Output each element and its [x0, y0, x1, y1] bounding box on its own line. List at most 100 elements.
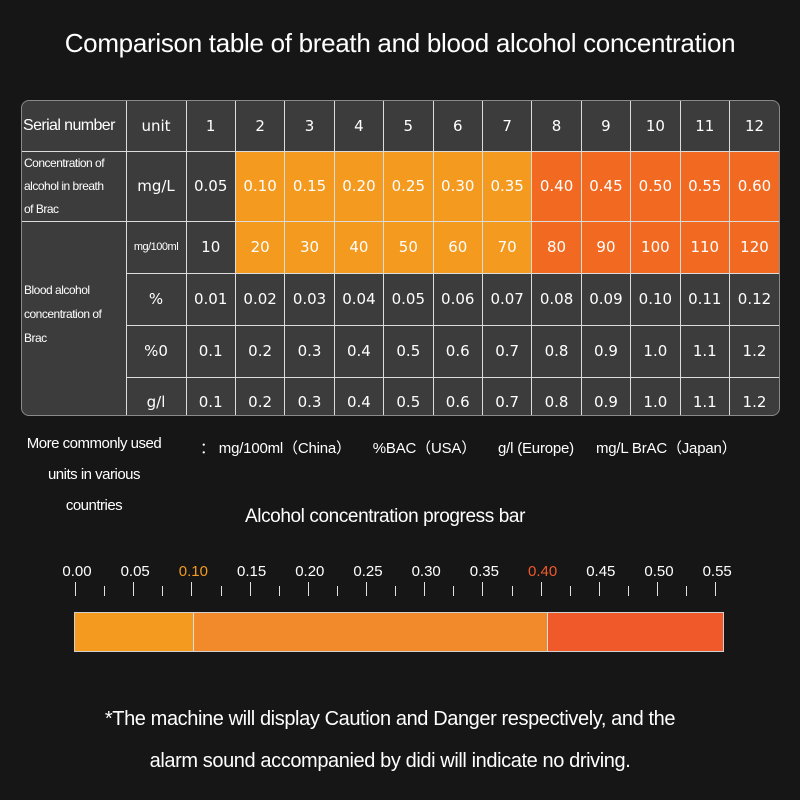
scale-tick-major [540, 582, 542, 596]
footnote: *The machine will display Caution and Da… [0, 698, 780, 782]
breath-label-line: of Brac [24, 201, 59, 216]
breath-value-cell: 0.40 [531, 150, 582, 222]
scale-label: 0.15 [236, 563, 267, 580]
blood-value-cell: 0.3 [284, 376, 335, 415]
serial-cell: 1 [185, 101, 236, 152]
serial-cell: 7 [481, 101, 533, 152]
serial-cell: 9 [580, 101, 632, 152]
scale-tick-major [249, 582, 251, 596]
units-note-line: units in various [47, 466, 141, 483]
blood-value-cell: 120 [728, 220, 779, 274]
scale-tick-minor [162, 586, 164, 596]
scale-tick-major [75, 582, 76, 596]
page-title: Comparison table of breath and blood alc… [64, 28, 736, 58]
breath-unit: mg/L [125, 150, 187, 222]
serial-cell: 2 [234, 101, 286, 152]
scale-label: 0.50 [644, 563, 674, 580]
scale-label: 0.45 [586, 563, 616, 580]
alcohol-progress-bar [74, 612, 724, 652]
blood-unit: %0 [126, 324, 187, 378]
blood-value-cell: 1.2 [728, 376, 779, 415]
scale-tick-minor [511, 586, 513, 596]
scale-tick-minor [104, 586, 106, 596]
header-row: Serial number unit 1 2 3 4 5 6 7 8 9 10 … [22, 101, 779, 152]
serial-cell: 11 [679, 101, 730, 152]
blood-value-cell: 0.2 [234, 324, 286, 378]
breath-label-line: Concentration of [24, 155, 105, 170]
blood-label-line: Blood alcohol [24, 282, 90, 297]
blood-row-permille: %0 0.1 0.2 0.3 0.4 0.5 0.6 0.7 0.8 0.9 1… [22, 324, 779, 378]
breath-value-cell: 0.25 [383, 150, 434, 222]
scale-tick-minor [395, 586, 397, 596]
blood-value-cell: 1.0 [630, 376, 681, 415]
blood-value-cell: 0.11 [679, 272, 730, 326]
scale-label: 0.55 [702, 563, 732, 580]
scale-label: 0.20 [295, 563, 325, 580]
unit-japan: mg/L BrAC（Japan） [595, 440, 737, 457]
blood-value-cell: 0.02 [234, 272, 286, 326]
progress-scale: 0.00 0.05 0.10 0.15 0.20 0.25 0.30 0.35 0.40 0.45… [0, 560, 800, 620]
breath-value-cell: 0.35 [481, 150, 533, 222]
blood-value-cell: 40 [333, 220, 385, 274]
scale-label: 0.35 [469, 563, 499, 580]
blood-value-cell: 0.04 [333, 272, 385, 326]
blood-value-cell: 30 [284, 220, 335, 274]
scale-tick-minor [686, 586, 688, 596]
blood-value-cell: 0.4 [333, 376, 385, 415]
serial-cell: 8 [531, 101, 582, 152]
blood-value-cell: 0.1 [185, 376, 236, 415]
breath-value-cell: 0.45 [580, 150, 632, 222]
blood-value-cell: 0.12 [728, 272, 779, 326]
blood-value-cell: 0.8 [531, 376, 582, 415]
blood-label-line: concentration of [24, 306, 102, 321]
scale-tick-major [657, 582, 658, 596]
blood-unit: mg/100ml [125, 220, 187, 274]
footnote-line: *The machine will display Caution and Da… [104, 708, 676, 730]
blood-value-cell: 80 [531, 220, 582, 274]
unit-europe: g/l (Europe) [498, 440, 574, 457]
blood-value-cell: 20 [234, 220, 286, 274]
blood-row-percent: % 0.01 0.02 0.03 0.04 0.05 0.06 0.07 0.0… [22, 272, 779, 326]
breath-label: Concentration of alcohol in breath of Br… [22, 150, 127, 222]
blood-value-cell: 50 [383, 220, 434, 274]
serial-cell: 12 [728, 101, 779, 152]
units-note-line: More commonly used [26, 435, 162, 452]
scale-tick-major [482, 582, 484, 596]
scale-label: 0.00 [62, 563, 92, 580]
breath-row: Concentration of alcohol in breath of Br… [22, 150, 779, 222]
footnote-line: alarm sound accompanied by didi will ind… [149, 750, 631, 772]
blood-unit: % [126, 272, 187, 326]
scale-tick-major [598, 582, 600, 596]
scale-label: 0.30 [411, 563, 441, 580]
scale-tick-minor [627, 586, 629, 596]
serial-number-header: Serial number [22, 101, 127, 152]
units-note-line: countries [65, 497, 123, 514]
blood-value-cell: 0.10 [630, 272, 681, 326]
blood-value-cell: 0.03 [284, 272, 335, 326]
blood-value-cell: 0.8 [531, 324, 582, 378]
comparison-table: Serial number unit 1 2 3 4 5 6 7 8 9 10 … [21, 100, 780, 416]
unit-china: ： mg/100ml（China） [200, 440, 351, 457]
scale-tick-major [366, 582, 367, 596]
blood-value-cell: 0.2 [234, 376, 286, 415]
blood-value-cell: 90 [580, 220, 632, 274]
blood-value-cell: 0.1 [185, 324, 236, 378]
blood-value-cell: 0.9 [580, 376, 632, 415]
blood-value-cell: 110 [679, 220, 730, 274]
serial-cell: 10 [630, 101, 681, 152]
blood-value-cell: 0.5 [383, 376, 434, 415]
serial-cell: 3 [284, 101, 335, 152]
scale-label: 0.05 [120, 563, 150, 580]
blood-label-line: Brac [24, 330, 47, 345]
breath-label-line: alcohol in breath [24, 178, 104, 193]
blood-value-cell: 0.07 [481, 272, 533, 326]
breath-value-cell: 0.15 [284, 150, 335, 222]
blood-value-cell: 10 [185, 220, 236, 274]
blood-value-cell: 0.6 [432, 376, 483, 415]
scale-tick-minor [278, 586, 280, 596]
unit-header: unit [125, 101, 187, 152]
blood-value-cell: 0.7 [481, 376, 533, 415]
blood-value-cell: 0.06 [432, 272, 483, 326]
breath-value-cell: 0.10 [234, 150, 286, 222]
breath-value-cell: 0.20 [333, 150, 385, 222]
